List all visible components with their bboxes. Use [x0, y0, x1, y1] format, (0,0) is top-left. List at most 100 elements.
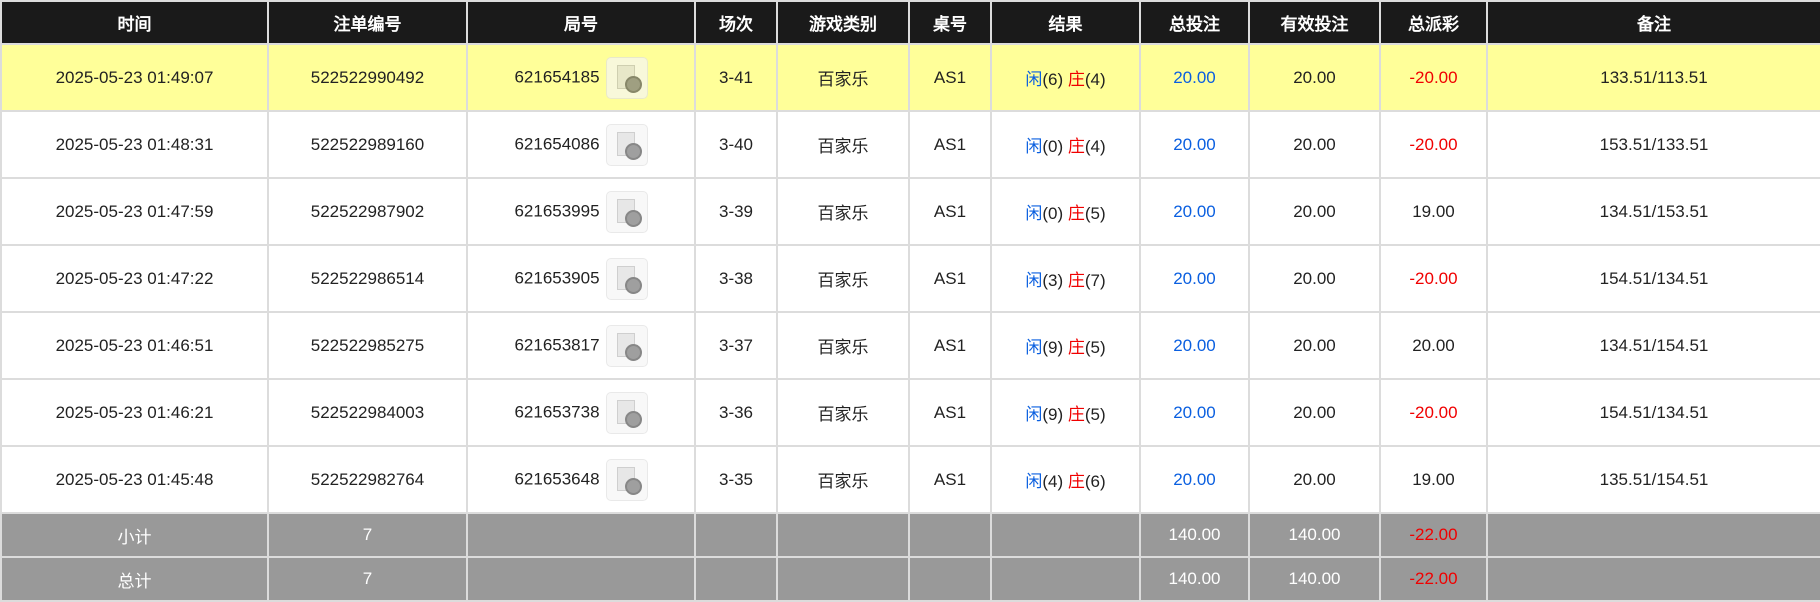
player-points: (4): [1042, 472, 1064, 491]
summary-payout: -22.00: [1379, 512, 1488, 558]
banker-label: 庄: [1067, 137, 1085, 156]
summary-row: 小计 7 140.00 140.00 -22.00: [0, 512, 1820, 558]
summary-count: 7: [267, 556, 468, 602]
video-replay-icon[interactable]: [605, 458, 648, 501]
player-points: (9): [1042, 405, 1064, 424]
column-header: 备注: [1486, 0, 1820, 45]
remark-cell: 154.51/134.51: [1486, 244, 1820, 313]
table-row[interactable]: 2025-05-23 01:46:51 522522985275 6216538…: [0, 311, 1820, 380]
valid-bet-cell: 20.00: [1248, 311, 1381, 380]
column-header: 游戏类别: [776, 0, 910, 45]
round-number: 621654086: [514, 133, 600, 153]
bet-id-cell: 522522985275: [267, 311, 468, 380]
banker-label: 庄: [1067, 271, 1085, 290]
round-cell: 621653995: [466, 177, 696, 246]
round-number: 621653995: [514, 200, 600, 220]
banker-points: (6): [1084, 472, 1106, 491]
shoe-cell: 3-37: [694, 311, 778, 380]
table-row[interactable]: 2025-05-23 01:47:22 522522986514 6216539…: [0, 244, 1820, 313]
round-cell: 621653738: [466, 378, 696, 447]
banker-points: (4): [1084, 70, 1106, 89]
column-header: 时间: [0, 0, 269, 45]
round-number: 621653817: [514, 334, 600, 354]
table-row[interactable]: 2025-05-23 01:45:48 522522982764 6216536…: [0, 445, 1820, 514]
player-label: 闲: [1025, 271, 1043, 290]
bet-id-cell: 522522990492: [267, 43, 468, 112]
time-cell: 2025-05-23 01:46:21: [0, 378, 269, 447]
remark-cell: 153.51/133.51: [1486, 110, 1820, 179]
banker-label: 庄: [1067, 70, 1085, 89]
game-cell: 百家乐: [776, 177, 910, 246]
round-cell: 621654185: [466, 43, 696, 112]
video-replay-icon[interactable]: [605, 257, 648, 300]
shoe-cell: 3-40: [694, 110, 778, 179]
table-cell: AS1: [908, 244, 992, 313]
video-replay-icon[interactable]: [605, 123, 648, 166]
game-cell: 百家乐: [776, 445, 910, 514]
payout-cell: 19.00: [1379, 445, 1488, 514]
table-cell: AS1: [908, 43, 992, 112]
column-header: 有效投注: [1248, 0, 1381, 45]
valid-bet-cell: 20.00: [1248, 445, 1381, 514]
banker-points: (7): [1084, 271, 1106, 290]
table-row[interactable]: 2025-05-23 01:49:07 522522990492 6216541…: [0, 43, 1820, 112]
bet-id-cell: 522522987902: [267, 177, 468, 246]
total-bet-cell: 20.00: [1139, 244, 1250, 313]
table-row[interactable]: 2025-05-23 01:46:21 522522984003 6216537…: [0, 378, 1820, 447]
bet-id-cell: 522522984003: [267, 378, 468, 447]
video-replay-icon[interactable]: [605, 324, 648, 367]
column-header: 桌号: [908, 0, 992, 45]
game-cell: 百家乐: [776, 244, 910, 313]
player-points: (0): [1042, 137, 1064, 156]
bet-id-cell: 522522986514: [267, 244, 468, 313]
table-cell: AS1: [908, 110, 992, 179]
shoe-cell: 3-38: [694, 244, 778, 313]
summary-payout: -22.00: [1379, 556, 1488, 602]
summary-total-bet: 140.00: [1139, 512, 1250, 558]
remark-cell: 135.51/154.51: [1486, 445, 1820, 514]
result-cell: 闲(0) 庄(4): [990, 110, 1141, 179]
payout-cell: 19.00: [1379, 177, 1488, 246]
table-cell: AS1: [908, 378, 992, 447]
summary-count: 7: [267, 512, 468, 558]
table-cell: AS1: [908, 311, 992, 380]
player-points: (6): [1042, 70, 1064, 89]
table-row[interactable]: 2025-05-23 01:47:59 522522987902 6216539…: [0, 177, 1820, 246]
remark-cell: 154.51/134.51: [1486, 378, 1820, 447]
table-row[interactable]: 2025-05-23 01:48:31 522522989160 6216540…: [0, 110, 1820, 179]
valid-bet-cell: 20.00: [1248, 378, 1381, 447]
remark-cell: 134.51/153.51: [1486, 177, 1820, 246]
player-points: (3): [1042, 271, 1064, 290]
round-number: 621653648: [514, 468, 600, 488]
result-cell: 闲(9) 庄(5): [990, 378, 1141, 447]
total-bet-cell: 20.00: [1139, 43, 1250, 112]
video-replay-icon[interactable]: [605, 391, 648, 434]
column-header: 总派彩: [1379, 0, 1488, 45]
video-replay-icon[interactable]: [605, 56, 648, 99]
banker-label: 庄: [1067, 204, 1085, 223]
time-cell: 2025-05-23 01:45:48: [0, 445, 269, 514]
banker-points: (5): [1084, 338, 1106, 357]
summary-label: 总计: [0, 556, 269, 602]
player-label: 闲: [1025, 472, 1043, 491]
round-number: 621653738: [514, 401, 600, 421]
banker-label: 庄: [1067, 472, 1085, 491]
payout-cell: -20.00: [1379, 110, 1488, 179]
valid-bet-cell: 20.00: [1248, 244, 1381, 313]
video-replay-icon[interactable]: [605, 190, 648, 233]
bet-id-cell: 522522982764: [267, 445, 468, 514]
payout-cell: 20.00: [1379, 311, 1488, 380]
game-cell: 百家乐: [776, 378, 910, 447]
result-cell: 闲(3) 庄(7): [990, 244, 1141, 313]
column-header: 注单编号: [267, 0, 468, 45]
shoe-cell: 3-39: [694, 177, 778, 246]
total-bet-cell: 20.00: [1139, 445, 1250, 514]
shoe-cell: 3-35: [694, 445, 778, 514]
table-header: 时间 注单编号 局号 场次 游戏类别 桌号 结果 总投注 有效投注 总派彩 备注: [0, 0, 1820, 45]
banker-label: 庄: [1067, 338, 1085, 357]
bet-id-cell: 522522989160: [267, 110, 468, 179]
player-label: 闲: [1025, 405, 1043, 424]
table-cell: AS1: [908, 177, 992, 246]
summary-label: 小计: [0, 512, 269, 558]
